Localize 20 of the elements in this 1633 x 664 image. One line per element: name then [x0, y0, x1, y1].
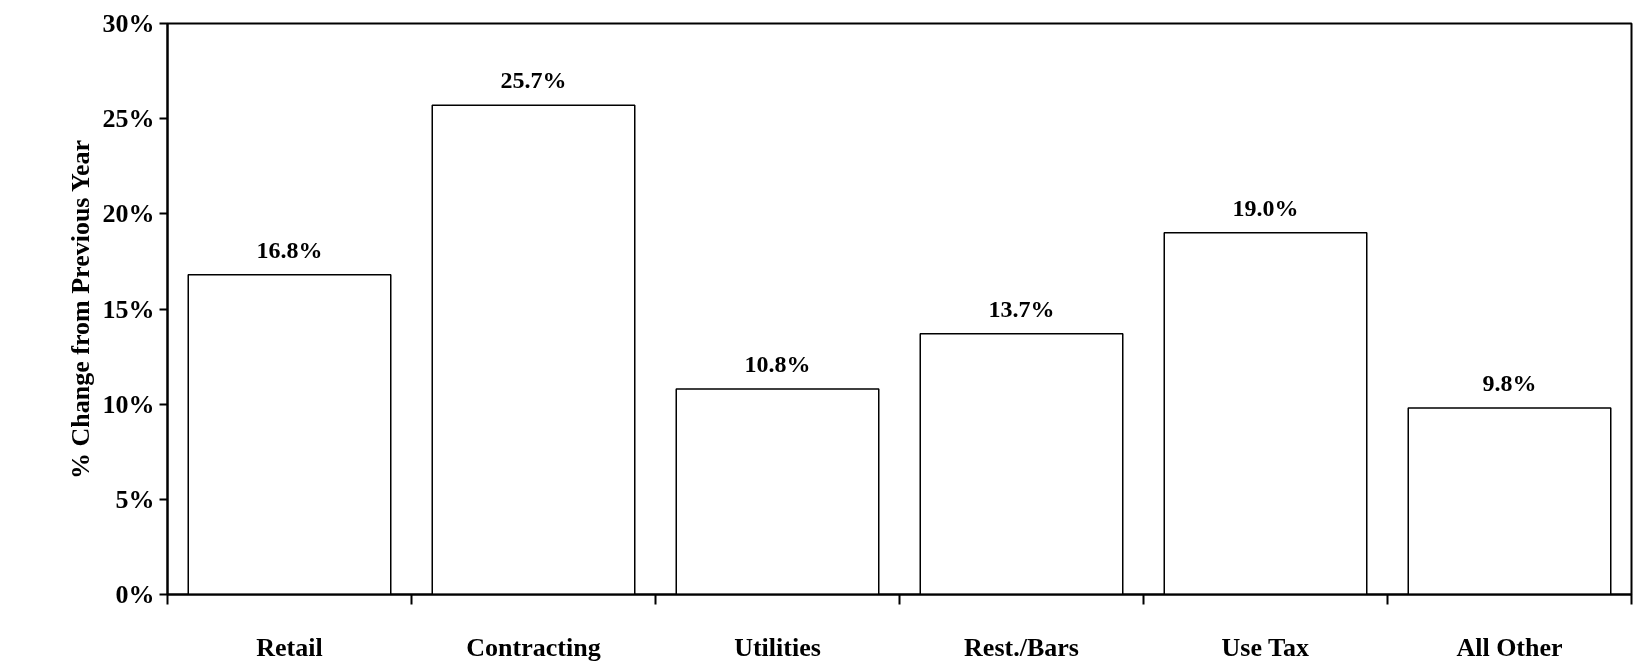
data-label: 25.7%: [500, 67, 567, 94]
x-tick-label: All Other: [1456, 632, 1563, 662]
data-label: 16.8%: [256, 236, 323, 263]
data-label: 13.7%: [988, 295, 1055, 322]
y-tick-label: 0%: [115, 580, 155, 609]
y-tick-label: 15%: [102, 294, 155, 324]
y-tick-label: 25%: [102, 104, 155, 134]
y-tick-label: 30%: [102, 9, 155, 38]
y-tick-label: 5%: [115, 484, 155, 514]
y-tick-label: 20%: [102, 199, 155, 229]
data-label: 10.8%: [744, 350, 811, 377]
x-tick-label: Retail: [256, 632, 323, 662]
x-tick-label: Contracting: [466, 632, 601, 662]
x-tick-label: Utilities: [734, 632, 821, 662]
y-tick-label: 10%: [102, 389, 155, 419]
data-label: 19.0%: [1232, 194, 1299, 221]
y-axis-title: % Change from Previous Year: [65, 140, 95, 479]
data-label: 9.8%: [1482, 369, 1537, 396]
x-tick-label: Use Tax: [1221, 632, 1309, 662]
x-tick-label: Rest./Bars: [964, 632, 1079, 662]
